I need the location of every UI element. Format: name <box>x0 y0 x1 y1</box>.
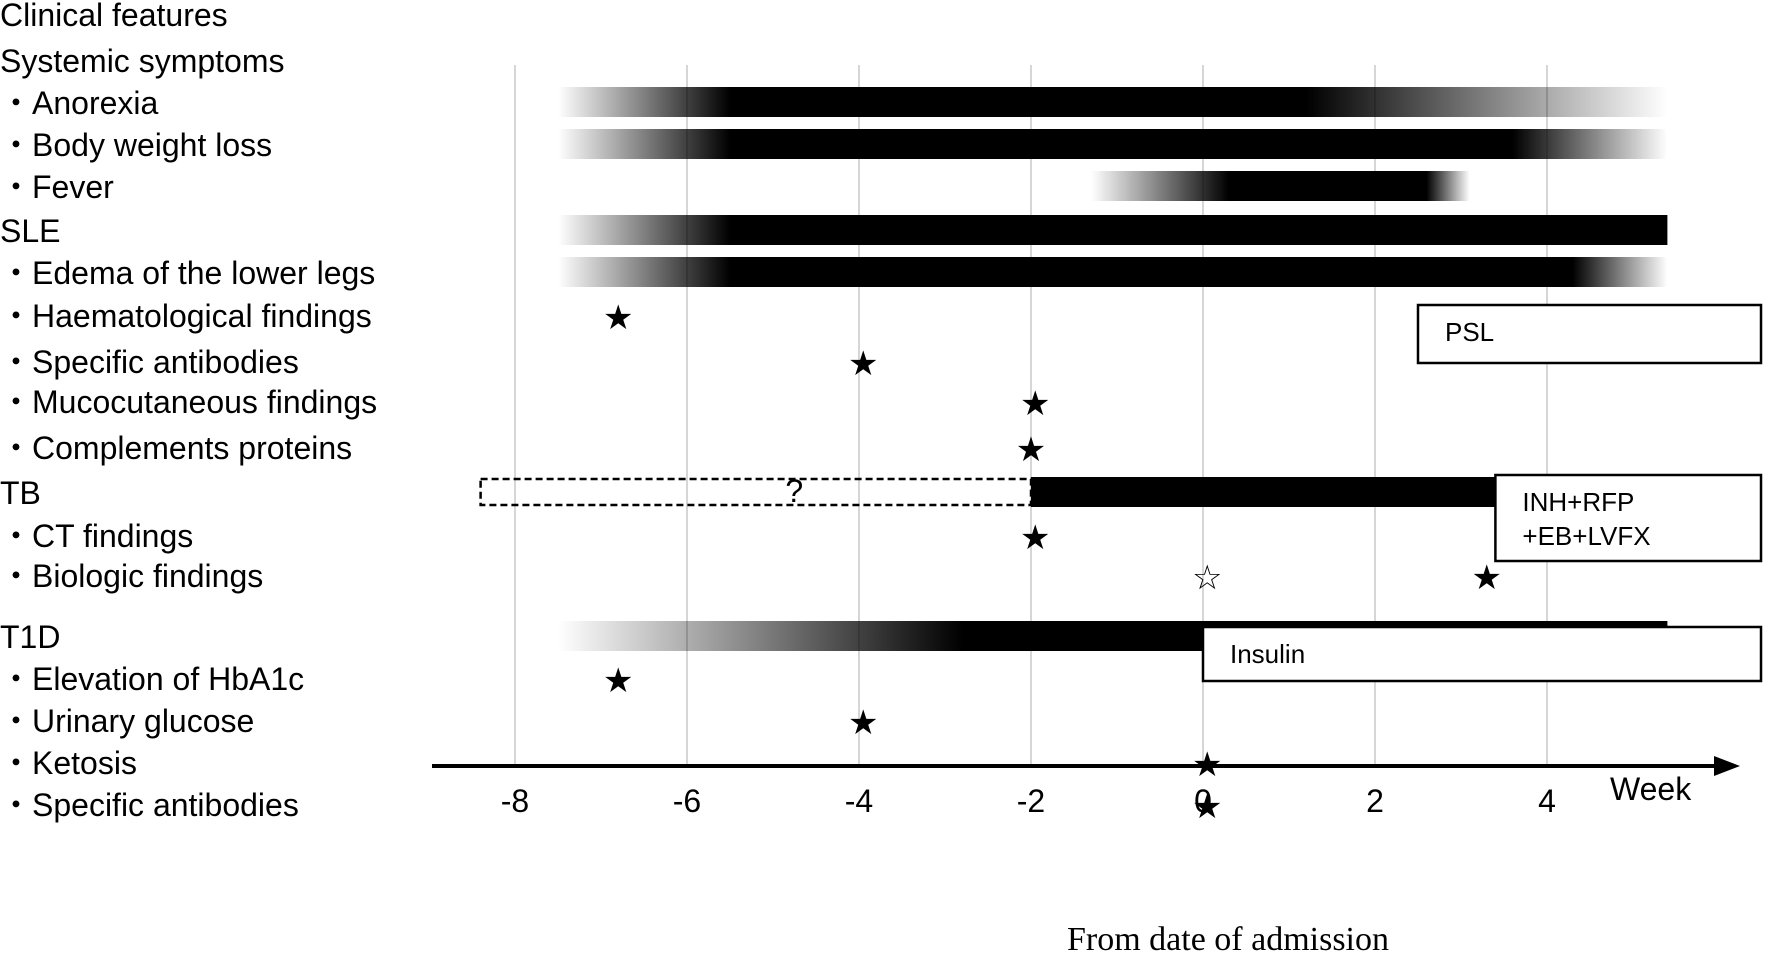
filled-star-icon: ★ <box>848 704 878 742</box>
feature-label: ・Biologic findings <box>0 558 263 594</box>
course-bar <box>558 87 1668 117</box>
filled-star-icon: ★ <box>1192 788 1222 826</box>
treatment-label: PSL <box>1445 317 1494 347</box>
tick-label: -4 <box>845 783 873 819</box>
axis-arrowhead <box>1714 756 1740 776</box>
section-label: T1D <box>0 619 60 655</box>
feature-label: ・Anorexia <box>0 85 159 121</box>
filled-star-icon: ★ <box>1472 559 1502 597</box>
feature-label: ・Urinary glucose <box>0 703 254 739</box>
axis-tick-labels: -8 -6 -4 -2 0 2 4 <box>501 783 1556 819</box>
figure-heading: Clinical features <box>0 0 228 33</box>
treatment-label: +EB+LVFX <box>1522 521 1650 551</box>
feature-label: ・Haematological findings <box>0 298 372 334</box>
filled-star-icon: ★ <box>848 345 878 383</box>
treatment-boxes: PSL INH+RFP +EB+LVFX Insulin <box>1201 303 1763 683</box>
feature-label: ・CT findings <box>0 518 193 554</box>
section-label: SLE <box>0 213 60 249</box>
filled-star-icon: ★ <box>1020 519 1050 557</box>
filled-star-icon: ★ <box>1020 385 1050 423</box>
axis-label: From date of admission <box>1067 921 1389 958</box>
feature-label: ・Fever <box>0 169 114 205</box>
treatment-box <box>1201 625 1763 683</box>
tick-label: 4 <box>1538 783 1556 819</box>
treatment-label: INH+RFP <box>1522 487 1634 517</box>
course-bar <box>558 257 1668 287</box>
time-axis: -8 -6 -4 -2 0 2 4 Week From date of admission <box>432 756 1740 958</box>
tick-label: -6 <box>673 783 701 819</box>
feature-label: ・Ketosis <box>0 745 137 781</box>
treatment-label: Insulin <box>1230 639 1305 669</box>
tick-label: -8 <box>501 783 529 819</box>
course-bar <box>558 129 1668 159</box>
feature-label: ・Specific antibodies <box>0 344 299 380</box>
tick-label: -2 <box>1017 783 1045 819</box>
treatment-box <box>1416 303 1763 365</box>
event-markers: ★★★★★☆ ★★★★★ <box>603 299 1502 826</box>
uncertain-onset-mark: ? <box>785 473 803 509</box>
feature-label: ・Complements proteins <box>0 430 352 466</box>
feature-label: ・Specific antibodies <box>0 787 299 823</box>
section-label: TB <box>0 475 41 511</box>
section-label: Systemic symptoms <box>0 43 284 79</box>
treatment-box <box>1494 473 1763 563</box>
filled-star-icon: ★ <box>1016 431 1046 469</box>
feature-label: ・Edema of the lower legs <box>0 255 375 291</box>
feature-label: ・Elevation of HbA1c <box>0 661 304 697</box>
feature-label: ・Mucocutaneous findings <box>0 384 377 420</box>
tick-label: 0 <box>1194 783 1212 819</box>
axis-unit: Week <box>1610 771 1692 807</box>
filled-star-icon: ★ <box>603 662 633 700</box>
course-bar <box>558 215 1668 245</box>
feature-label: ・Body weight loss <box>0 127 272 163</box>
tick-label: 2 <box>1366 783 1384 819</box>
course-bar <box>1091 171 1470 201</box>
row-labels: Systemic symptoms ・Anorexia ・Body weight l… <box>0 43 377 823</box>
filled-star-icon: ★ <box>603 299 633 337</box>
open-star-icon: ☆ <box>1192 559 1222 597</box>
uncertain-onset-box <box>479 477 1033 507</box>
